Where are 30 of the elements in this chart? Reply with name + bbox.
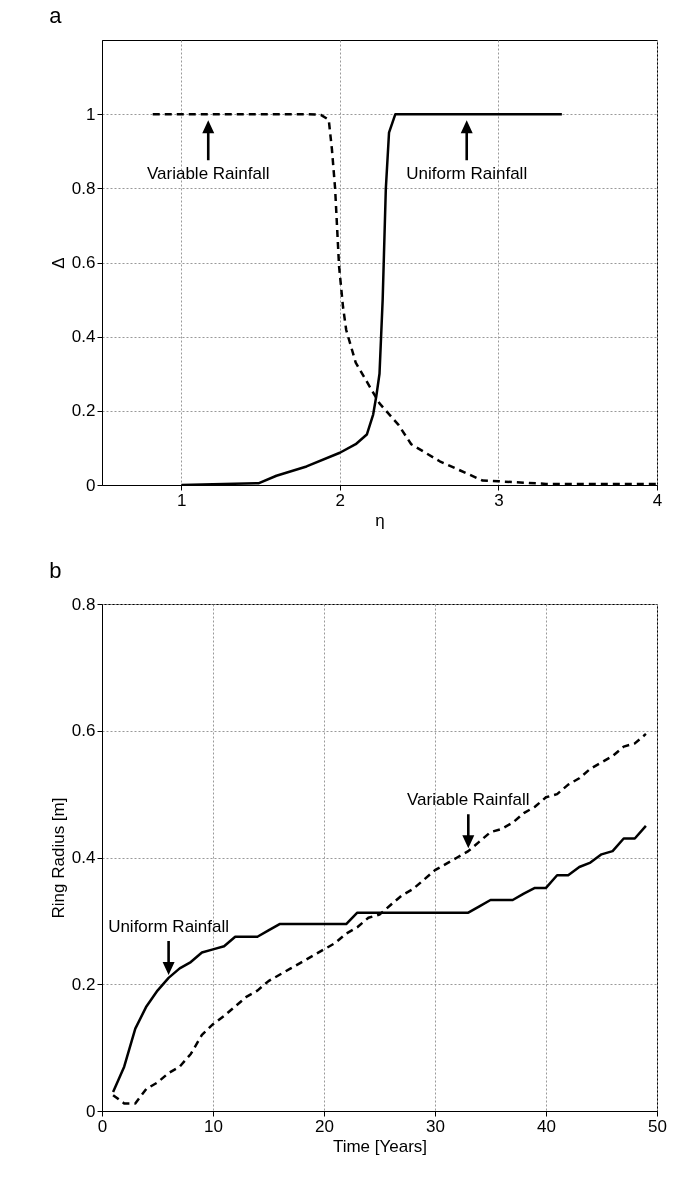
y-tick-label: 0.6 — [71, 721, 96, 741]
y-tick-label: 0.4 — [71, 327, 96, 347]
x-tick-label: 10 — [204, 1116, 223, 1136]
chart-title: a — [49, 3, 63, 28]
y-tick-label: 0 — [86, 475, 96, 495]
y-tick-label: 0.4 — [71, 848, 96, 867]
x-tick-label: 30 — [426, 1116, 445, 1136]
annotation: Variable Rainfall — [407, 790, 530, 810]
y-tick-label: 0.2 — [71, 974, 96, 994]
x-tick-label: 1 — [177, 490, 187, 510]
y-tick-label: 0.6 — [71, 253, 96, 272]
annotation: Uniform Rainfall — [108, 916, 230, 936]
y-tick-label: 0.8 — [71, 594, 96, 614]
annotation: Variable Rainfall — [146, 164, 270, 184]
y-tick-label: 0.8 — [71, 178, 96, 198]
x-tick-label: 2 — [335, 490, 346, 510]
x-tick-label: 3 — [494, 490, 504, 510]
y-axis-title: Ring Radius [m] — [48, 797, 68, 919]
x-tick-label: 50 — [648, 1116, 667, 1136]
chart-title: b — [49, 558, 62, 583]
annotation: Uniform Rainfall — [406, 164, 528, 184]
x-axis-title: Time [Years] — [332, 1136, 428, 1156]
x-tick-label: 4 — [652, 490, 663, 510]
y-tick-label: 0 — [86, 1101, 96, 1121]
x-tick-label: 40 — [537, 1116, 556, 1136]
x-tick-label: 20 — [315, 1116, 334, 1136]
y-tick-label: 0.2 — [71, 401, 96, 421]
y-tick-label: 1 — [86, 104, 96, 124]
x-axis-title: η — [375, 510, 385, 530]
y-axis-title: Δ — [48, 257, 68, 269]
